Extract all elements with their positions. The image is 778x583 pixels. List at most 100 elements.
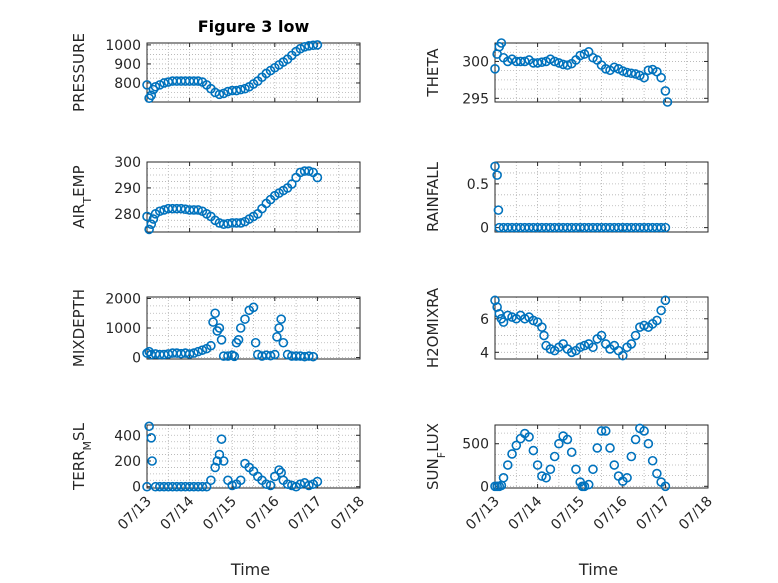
- data-point: [566, 447, 577, 458]
- ytick-label: 500: [462, 437, 489, 453]
- data-point: [549, 56, 560, 67]
- data-point: [144, 224, 154, 235]
- subplot-5: 4 6 H2OMIXRA: [424, 287, 709, 368]
- ytick-label: 2000: [105, 291, 141, 307]
- data-point: [498, 317, 509, 327]
- data-point: [554, 58, 564, 68]
- data-point: [233, 335, 244, 345]
- data-point: [596, 330, 607, 341]
- data-point: [622, 472, 632, 483]
- data-point: [304, 480, 314, 491]
- xtick-label: 07/16: [591, 493, 631, 533]
- data-point: [609, 460, 620, 470]
- data-point: [562, 434, 573, 445]
- data-point: [312, 476, 323, 487]
- data-point: [579, 481, 590, 492]
- data-point: [498, 472, 509, 483]
- ylabel-2: AIRTEMP: [70, 165, 94, 228]
- data-point: [490, 161, 500, 172]
- plot-area: [495, 162, 708, 232]
- xtick-label: 07/16: [243, 493, 283, 533]
- data-point: [562, 60, 573, 70]
- axes-frame: [494, 296, 709, 360]
- data-point: [274, 323, 284, 333]
- data-point: [197, 481, 208, 492]
- data-point: [193, 205, 203, 215]
- ytick-label: 290: [114, 181, 141, 197]
- data-point: [662, 97, 673, 107]
- subplot-2: 280 290 300 AIRTEMP: [70, 155, 361, 235]
- data-point: [600, 426, 611, 436]
- data-point: [201, 481, 212, 492]
- ytick-label: 0: [480, 479, 489, 495]
- subplot-6: 0 200 400 07/13 07/14 07/15 07/16 07/17 07/18 TER…: [70, 421, 368, 579]
- data-point: [197, 345, 208, 355]
- ytick-label: 1000: [105, 321, 141, 337]
- ytick-label: 0: [480, 221, 489, 237]
- ytick-label: 200: [114, 454, 141, 470]
- data-point: [639, 426, 649, 436]
- data-point: [193, 76, 203, 86]
- ylabel-6: TERRMSL: [70, 422, 94, 491]
- xtick-label: 07/14: [158, 493, 198, 533]
- data-point: [218, 456, 229, 466]
- data-point: [539, 330, 549, 341]
- data-point: [630, 69, 641, 79]
- data-point: [660, 481, 671, 492]
- subplot-0: 800 900 1000 PRESSURE Figure 3 low: [70, 17, 361, 112]
- xtick-label: 07/13: [115, 494, 155, 534]
- data-point: [588, 464, 598, 475]
- data-point: [214, 449, 225, 460]
- data-point: [210, 462, 220, 473]
- ytick-label: 1000: [105, 38, 141, 54]
- data-point: [229, 351, 240, 362]
- data-point: [647, 455, 658, 466]
- data-point: [549, 451, 560, 462]
- data-point: [639, 320, 649, 331]
- data-point: [235, 84, 246, 95]
- data-point: [210, 308, 220, 319]
- data-point: [148, 214, 159, 224]
- data-point: [146, 433, 157, 443]
- data-point: [537, 471, 547, 481]
- data-point: [227, 480, 237, 491]
- data-point: [656, 72, 666, 83]
- data-point: [208, 317, 218, 327]
- ytick-label: 800: [114, 76, 141, 92]
- data-point: [537, 57, 547, 67]
- data-point: [617, 350, 628, 361]
- ylabel-3: RAINFALL: [424, 161, 442, 232]
- data-point: [193, 346, 203, 357]
- plot-area: [495, 43, 708, 102]
- data-point: [235, 475, 246, 486]
- data-point: [212, 456, 223, 466]
- data-point: [231, 85, 242, 96]
- xlabel: Time: [230, 560, 270, 579]
- data-point: [189, 348, 199, 358]
- data-point: [235, 323, 246, 333]
- subplot-7: 0 500 07/13 07/14 07/15 07/16 07/17 07/18 SUNFLU…: [424, 423, 716, 579]
- data-point: [216, 434, 227, 444]
- xtick-label: 07/18: [676, 494, 716, 534]
- data-point: [312, 40, 323, 50]
- data-point: [528, 445, 539, 456]
- data-point: [206, 340, 216, 351]
- data-point: [144, 421, 154, 432]
- data-point: [304, 166, 314, 176]
- data-point: [617, 66, 628, 76]
- ytick-label: 0: [132, 351, 141, 367]
- data-point: [592, 443, 603, 453]
- data-point: [579, 340, 590, 351]
- data-point: [272, 332, 282, 342]
- xtick-label: 07/14: [506, 493, 546, 533]
- axes-frame: [146, 42, 361, 103]
- data-point: [571, 464, 581, 475]
- axes-frame: [146, 424, 361, 489]
- subplot-4: 0 1000 2000 MIXDEPTH: [70, 289, 361, 367]
- data-point: [269, 349, 280, 360]
- data-point: [278, 337, 289, 348]
- ytick-label: 300: [462, 54, 489, 70]
- data-point: [494, 308, 505, 319]
- data-point: [507, 449, 517, 459]
- data-point: [287, 179, 297, 189]
